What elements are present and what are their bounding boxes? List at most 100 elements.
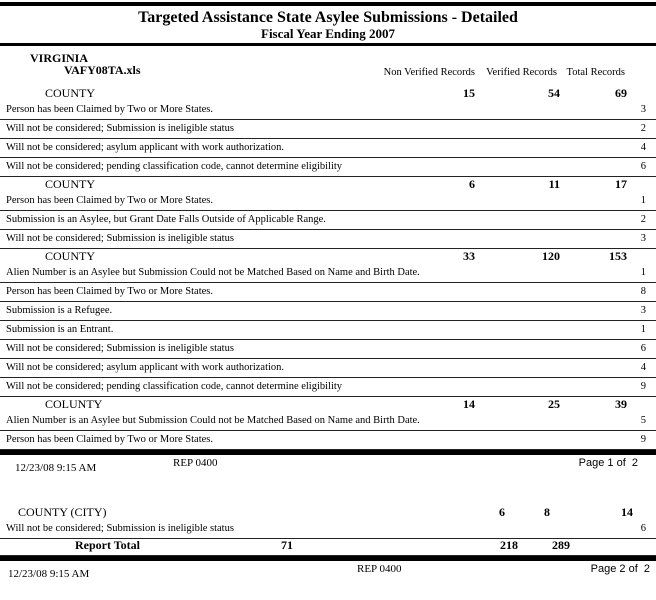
total-count: 14 [621, 505, 633, 519]
reason-count: 9 [640, 434, 646, 445]
top-rule [0, 2, 656, 6]
verified-count: 8 [544, 505, 550, 519]
page2-end-rule [0, 556, 656, 561]
reason-count: 1 [640, 324, 646, 335]
reason-text: Person has been Claimed by Two or More S… [6, 286, 213, 297]
county-label: COUNTY [45, 86, 95, 100]
reason-count: 4 [640, 362, 646, 373]
source-file-name: VAFY08TA.xls [64, 63, 141, 77]
reason-text: Submission is an Asylee, but Grant Date … [6, 214, 326, 225]
verified-count: 120 [542, 249, 560, 263]
verified-count: 54 [548, 86, 560, 100]
detail-row: Submission is an Entrant. 1 [0, 321, 656, 340]
column-header-total: Total Records [566, 67, 625, 78]
non-verified-count: 6 [499, 505, 505, 519]
total-count: 153 [609, 249, 627, 263]
print-datetime: 12/23/08 9:15 AM [8, 568, 90, 580]
report-page: Targeted Assistance State Asylee Submiss… [0, 2, 656, 585]
county-label: COUNTY [45, 177, 95, 191]
county-summary-row: COUNTY (CITY) 6 8 14 [0, 505, 656, 520]
detail-row: Submission is a Refugee. 3 [0, 302, 656, 321]
reason-text: Will not be considered; pending classifi… [6, 161, 343, 172]
report-total-verified: 218 [500, 538, 518, 552]
page-indicator: Page 2 of 2 [590, 563, 650, 575]
page1-footer: 12/23/08 9:15 AM REP 0400 Page 1 of 2 [0, 455, 656, 479]
detail-row: Alien Number is an Asylee but Submission… [0, 264, 656, 283]
detail-row: Person has been Claimed by Two or More S… [0, 192, 656, 211]
total-count: 39 [615, 397, 627, 411]
county-label: COUNTY [45, 249, 95, 263]
reason-count: 3 [640, 305, 646, 316]
report-total-total: 289 [552, 538, 570, 552]
detail-row: Submission is an Asylee, but Grant Date … [0, 211, 656, 230]
detail-row: Will not be considered; pending classifi… [0, 158, 656, 177]
report-total-label: Report Total [75, 538, 141, 552]
non-verified-count: 6 [469, 177, 475, 191]
verified-count: 25 [548, 397, 560, 411]
report-total-row: Report Total 71 218 289 [0, 538, 656, 556]
reason-text: Person has been Claimed by Two or More S… [6, 195, 213, 206]
reason-text: Alien Number is an Asylee but Submission… [6, 267, 420, 278]
county-summary-row: COLUNTY 14 25 39 [0, 397, 656, 412]
reason-count: 3 [640, 104, 646, 115]
total-count: 17 [615, 177, 627, 191]
detail-row: Person has been Claimed by Two or More S… [0, 101, 656, 120]
non-verified-count: 15 [463, 86, 475, 100]
reason-count: 6 [640, 343, 646, 354]
reason-text: Submission is an Entrant. [6, 324, 114, 335]
detail-row: Alien Number is an Asylee but Submission… [0, 412, 656, 431]
reason-count: 8 [640, 286, 646, 297]
reason-text: Alien Number is an Asylee but Submission… [6, 415, 420, 426]
reason-text: Will not be considered; Submission is in… [6, 523, 234, 534]
reason-text: Will not be considered; asylum applicant… [6, 362, 285, 373]
detail-row: Will not be considered; pending classifi… [0, 378, 656, 397]
report-title: Targeted Assistance State Asylee Submiss… [138, 9, 518, 26]
column-header-verified: Verified Records [486, 67, 557, 78]
report-total-non-verified: 71 [281, 538, 293, 552]
state-row: VIRGINIA [0, 49, 656, 65]
reason-count: 9 [640, 381, 646, 392]
detail-row: Person has been Claimed by Two or More S… [0, 283, 656, 302]
reason-text: Will not be considered; Submission is in… [6, 233, 234, 244]
reason-count: 2 [640, 214, 646, 225]
file-header-row: VAFY08TA.xls Non Verified Records Verifi… [0, 63, 656, 79]
state-name: VIRGINIA [30, 51, 89, 65]
header-rule [0, 43, 656, 46]
column-header-non-verified: Non Verified Records [383, 67, 475, 78]
detail-row: Will not be considered; Submission is in… [0, 230, 656, 249]
reason-text: Will not be considered; Submission is in… [6, 123, 234, 134]
page1-end-rule [0, 450, 656, 455]
county-label: COUNTY (CITY) [18, 505, 107, 519]
county-summary-row: COUNTY 33 120 153 [0, 249, 656, 264]
report-subtitle: Fiscal Year Ending 2007 [261, 26, 395, 41]
county-summary-row: COUNTY 6 11 17 [0, 177, 656, 192]
county-label: COLUNTY [45, 397, 103, 411]
reason-count: 1 [640, 267, 646, 278]
verified-count: 11 [548, 177, 560, 191]
county-summary-row: COUNTY 15 54 69 [0, 86, 656, 101]
total-count: 69 [615, 86, 627, 100]
reason-text: Submission is a Refugee. [6, 305, 113, 316]
print-datetime: 12/23/08 9:15 AM [15, 462, 97, 474]
non-verified-count: 14 [463, 397, 475, 411]
non-verified-count: 33 [463, 249, 475, 263]
reason-text: Person has been Claimed by Two or More S… [6, 434, 213, 445]
page-indicator: Page 1 of 2 [578, 457, 638, 469]
page-break-gap [0, 479, 656, 505]
detail-row: Will not be considered; asylum applicant… [0, 359, 656, 378]
reason-text: Will not be considered; Submission is in… [6, 343, 234, 354]
reason-count: 2 [640, 123, 646, 134]
reason-text: Person has been Claimed by Two or More S… [6, 104, 213, 115]
detail-row: Will not be considered; Submission is in… [0, 120, 656, 139]
reason-count: 6 [640, 523, 646, 534]
detail-row: Will not be considered; Submission is in… [0, 340, 656, 359]
page2-footer: 12/23/08 9:15 AM REP 0400 Page 2 of 2 [0, 561, 656, 585]
reason-count: 5 [640, 415, 646, 426]
report-number: REP 0400 [357, 563, 402, 575]
reason-count: 6 [640, 161, 646, 172]
reason-count: 4 [640, 142, 646, 153]
reason-count: 3 [640, 233, 646, 244]
reason-text: Will not be considered; pending classifi… [6, 381, 343, 392]
detail-row: Will not be considered; Submission is in… [0, 520, 656, 539]
report-number: REP 0400 [173, 457, 218, 469]
